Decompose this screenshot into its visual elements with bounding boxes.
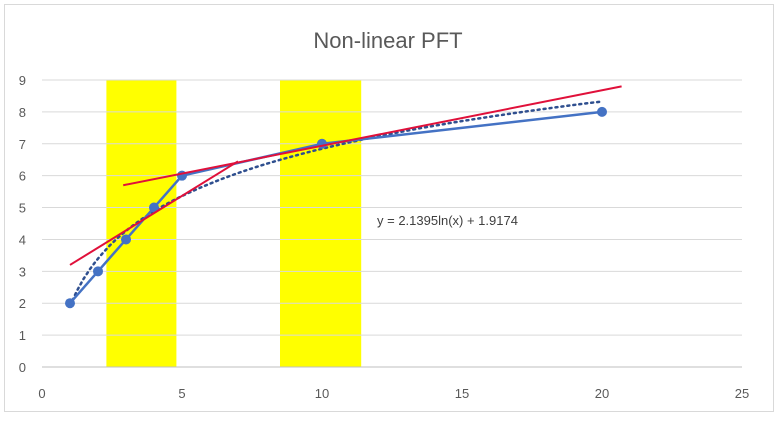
x-tick-label-10: 10 [315,386,329,401]
tangent-line-1 [69,160,239,266]
y-tick-label-0: 0 [19,360,26,375]
y-tick-label-7: 7 [19,137,26,152]
x-tick-label-20: 20 [595,386,609,401]
chart-title: Non-linear PFT [313,28,462,53]
data-point [597,106,607,117]
y-tick-label-6: 6 [19,169,26,184]
data-point [65,298,75,309]
x-tick-label-15: 15 [455,386,469,401]
y-tick-label-2: 2 [19,296,26,311]
y-tick-label-9: 9 [19,73,26,88]
x-tick-label-25: 25 [735,386,749,401]
data-point [121,234,131,245]
highlight-band-2 [280,80,362,367]
x-tick-label-5: 5 [178,386,185,401]
y-tick-label-4: 4 [19,232,26,247]
tangent-line-2 [123,85,622,187]
trendline-equation: y = 2.1395ln(x) + 1.9174 [377,213,518,228]
x-tick-label-0: 0 [38,386,45,401]
data-point [149,202,159,213]
y-tick-label-5: 5 [19,201,26,216]
y-tick-label-1: 1 [19,328,26,343]
data-point [93,266,103,277]
y-tick-label-3: 3 [19,264,26,279]
y-tick-label-8: 8 [19,105,26,120]
